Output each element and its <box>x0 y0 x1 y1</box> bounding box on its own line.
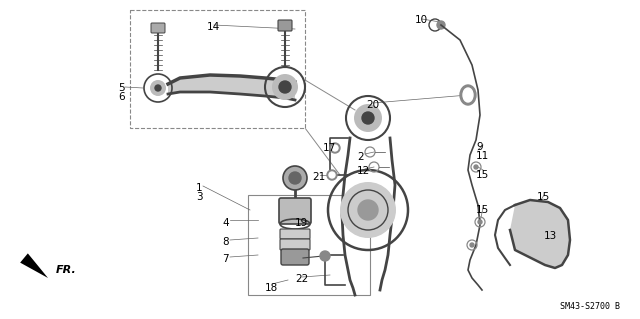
Text: 6: 6 <box>118 92 125 102</box>
Ellipse shape <box>460 85 476 105</box>
Text: 15: 15 <box>476 205 489 215</box>
Text: 10: 10 <box>415 15 428 25</box>
Circle shape <box>354 104 382 132</box>
Circle shape <box>272 74 298 100</box>
Text: 20: 20 <box>366 100 379 110</box>
Bar <box>130 10 305 128</box>
Circle shape <box>437 21 445 29</box>
Circle shape <box>474 165 478 169</box>
Text: 2: 2 <box>357 152 364 162</box>
Text: 17: 17 <box>323 143 336 153</box>
Circle shape <box>362 112 374 124</box>
Polygon shape <box>20 253 48 278</box>
Bar <box>248 195 370 295</box>
Text: 18: 18 <box>265 283 278 293</box>
Text: FR.: FR. <box>56 265 77 275</box>
Text: 12: 12 <box>357 166 371 176</box>
Text: 22: 22 <box>295 274 308 284</box>
Text: 21: 21 <box>312 172 325 182</box>
Circle shape <box>470 243 474 247</box>
Text: SM43-S2700 B: SM43-S2700 B <box>560 302 620 311</box>
Circle shape <box>279 81 291 93</box>
Text: 14: 14 <box>207 22 220 32</box>
Circle shape <box>330 143 340 153</box>
Text: 13: 13 <box>544 231 557 241</box>
Text: 15: 15 <box>476 170 489 180</box>
Text: 4: 4 <box>222 218 228 228</box>
Circle shape <box>320 251 330 261</box>
Text: 15: 15 <box>537 192 550 202</box>
Text: 8: 8 <box>222 237 228 247</box>
FancyBboxPatch shape <box>278 20 292 31</box>
FancyBboxPatch shape <box>281 249 309 265</box>
Text: 5: 5 <box>118 83 125 93</box>
Text: 11: 11 <box>476 151 489 161</box>
Circle shape <box>358 200 378 220</box>
Text: 3: 3 <box>196 192 203 202</box>
FancyBboxPatch shape <box>280 239 310 250</box>
Circle shape <box>327 170 337 180</box>
Circle shape <box>340 182 396 238</box>
Polygon shape <box>168 75 295 100</box>
Circle shape <box>478 220 482 224</box>
FancyBboxPatch shape <box>280 229 310 239</box>
Circle shape <box>289 172 301 184</box>
Circle shape <box>283 166 307 190</box>
Circle shape <box>332 145 338 151</box>
Circle shape <box>329 172 335 178</box>
Text: 1: 1 <box>196 183 203 193</box>
Text: 19: 19 <box>295 218 308 228</box>
Polygon shape <box>510 200 570 268</box>
Text: 9: 9 <box>476 142 483 152</box>
FancyBboxPatch shape <box>151 23 165 33</box>
Ellipse shape <box>463 88 473 102</box>
FancyBboxPatch shape <box>279 198 311 224</box>
Circle shape <box>155 85 161 91</box>
Circle shape <box>150 80 166 96</box>
Text: 7: 7 <box>222 254 228 264</box>
